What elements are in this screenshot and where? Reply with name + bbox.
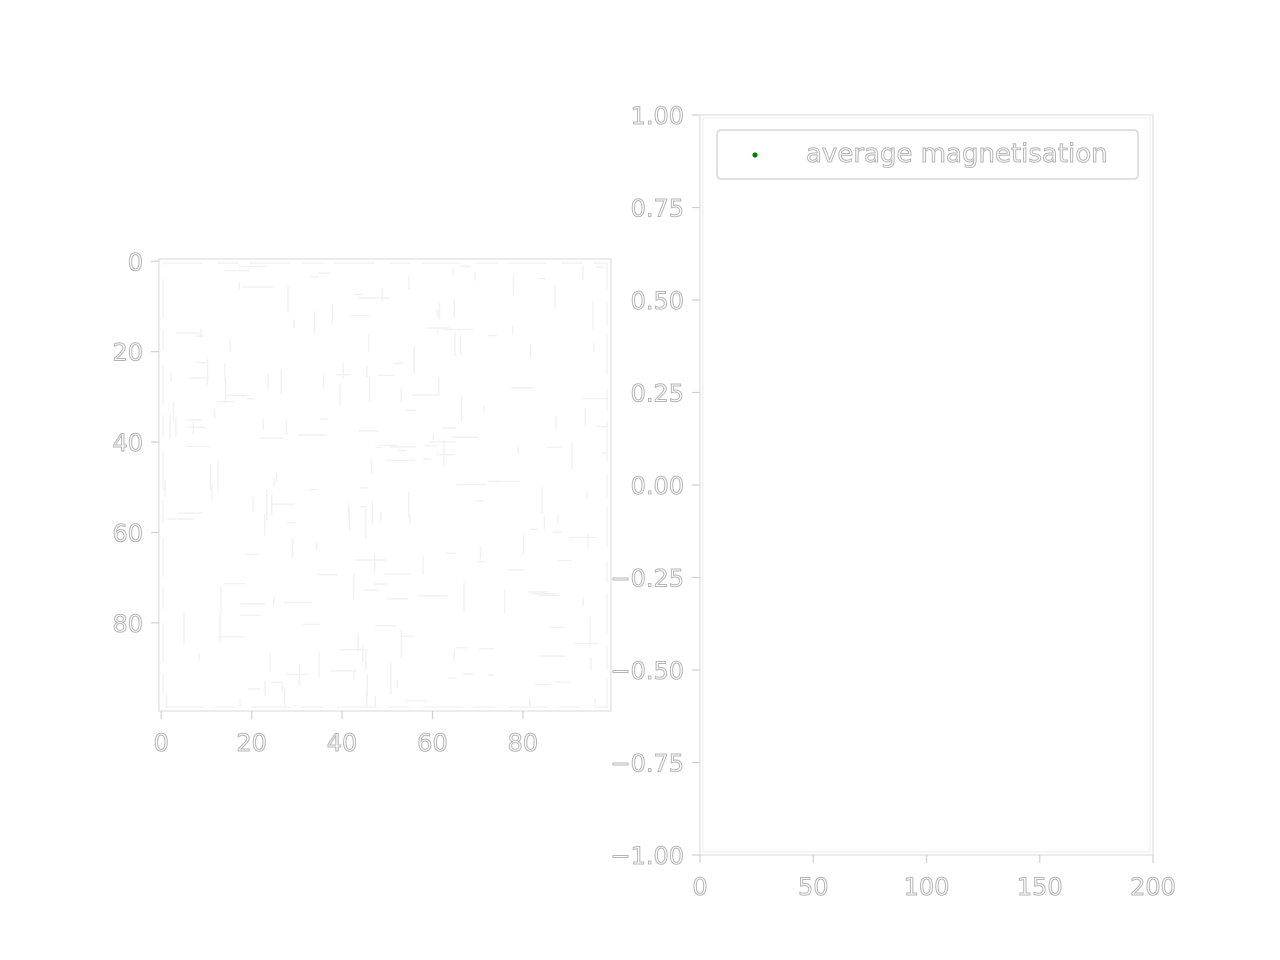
legend: average magnetisation — [716, 129, 1139, 180]
magnetisation-y-tick-label: −1.00 — [610, 842, 684, 870]
heatmap-frame — [158, 258, 612, 712]
heatmap-y-tick-label: 80 — [112, 610, 143, 638]
heatmap-x-tick-label: 80 — [508, 729, 539, 757]
magnetisation-x-tick-label: 0 — [692, 873, 707, 901]
heatmap-y-tick-label: 40 — [112, 429, 143, 457]
magnetisation-y-tick-label: 0.00 — [631, 472, 684, 500]
legend-label: average magnetisation — [806, 139, 1108, 169]
magnetisation-panel: 0 50 100 150 200 1.00 0.75 0.50 0.25 0.00 −0.25 −0… — [610, 102, 1176, 902]
heatmap-y-tick-label: 20 — [112, 339, 143, 367]
heatmap-x-axis: 0 20 40 60 80 — [153, 711, 539, 758]
magnetisation-y-tick-label: 0.25 — [631, 380, 684, 408]
heatmap-x-tick-label: 60 — [417, 729, 448, 757]
heatmap-y-tick-label: 60 — [112, 519, 143, 547]
magnetisation-y-tick-label: 1.00 — [631, 102, 684, 130]
magnetisation-y-tick-label: −0.25 — [610, 565, 684, 593]
magnetisation-x-axis: 0 50 100 150 200 — [692, 855, 1176, 902]
magnetisation-y-axis: 1.00 0.75 0.50 0.25 0.00 −0.25 −0.50 −0.75 −1.00 — [610, 102, 700, 871]
magnetisation-x-tick-label: 200 — [1130, 873, 1176, 901]
magnetisation-x-tick-label: 150 — [1017, 873, 1063, 901]
magnetisation-y-tick-label: 0.50 — [631, 287, 684, 315]
heatmap-panel: 0 20 40 60 80 0 20 40 60 80 — [112, 248, 612, 758]
magnetisation-y-tick-label: −0.75 — [610, 750, 684, 778]
heatmap-texture — [164, 265, 607, 707]
legend-box — [716, 129, 1139, 180]
heatmap-inner-frame — [162, 262, 608, 708]
magnetisation-y-tick-label: 0.75 — [631, 195, 684, 223]
heatmap-y-tick-label: 0 — [128, 248, 143, 276]
legend-marker — [752, 152, 758, 158]
magnetisation-x-tick-label: 50 — [798, 873, 829, 901]
magnetisation-x-tick-label: 100 — [904, 873, 950, 901]
heatmap-y-axis: 0 20 40 60 80 — [112, 248, 159, 638]
magnetisation-y-tick-label: −0.50 — [610, 657, 684, 685]
heatmap-x-tick-label: 20 — [236, 729, 267, 757]
heatmap-x-tick-label: 0 — [154, 729, 169, 757]
magnetisation-frame — [699, 114, 1154, 856]
heatmap-x-tick-label: 40 — [327, 729, 358, 757]
magnetisation-inner-frame — [702, 117, 1151, 853]
